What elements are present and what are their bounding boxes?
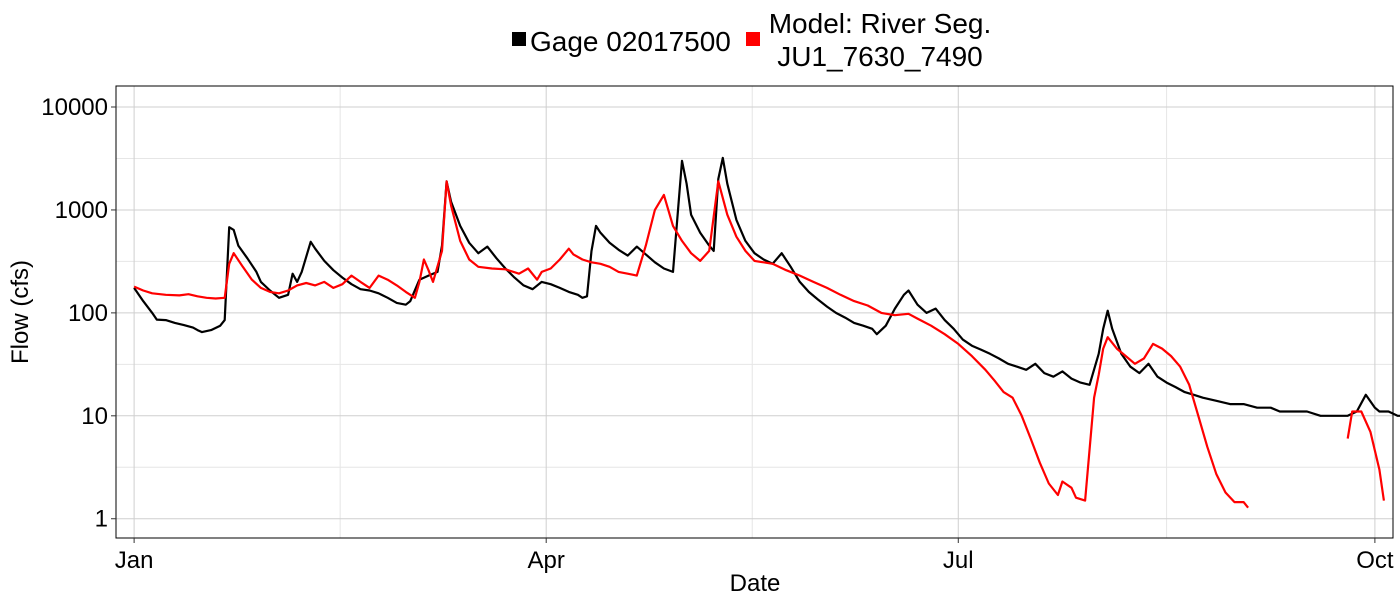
y-tick-label: 1 xyxy=(95,506,108,533)
y-tick-label: 10000 xyxy=(41,94,108,121)
series-line-model-segment-2 xyxy=(1346,410,1385,501)
y-tick-label: 100 xyxy=(68,300,108,327)
y-tick-label: 1000 xyxy=(55,197,108,224)
legend: Gage 02017500 Model: River Seg. JU1_7630… xyxy=(512,8,991,72)
x-axis-ticks: Jan Apr Jul Oct xyxy=(115,538,1394,574)
series-line-model-segment-1 xyxy=(133,180,1249,509)
plot-panel-border xyxy=(115,85,1394,539)
x-tick-label: Jul xyxy=(943,547,974,574)
legend-label-model-line2: JU1_7630_7490 xyxy=(777,41,983,72)
x-axis-title: Date xyxy=(730,570,781,597)
x-tick-label: Apr xyxy=(528,547,565,574)
y-axis-ticks: 1 10 100 1000 10000 xyxy=(41,94,116,533)
grid xyxy=(116,86,1393,538)
series-lines xyxy=(133,156,1400,509)
x-tick-label: Jan xyxy=(115,547,154,574)
legend-swatch-gage xyxy=(512,32,526,46)
legend-label-model-line1: Model: River Seg. xyxy=(769,8,992,39)
y-tick-label: 10 xyxy=(81,403,108,430)
legend-swatch-model xyxy=(746,32,760,46)
y-axis-title: Flow (cfs) xyxy=(7,260,34,364)
legend-label-gage: Gage 02017500 xyxy=(530,26,731,57)
x-tick-label: Oct xyxy=(1356,547,1394,574)
